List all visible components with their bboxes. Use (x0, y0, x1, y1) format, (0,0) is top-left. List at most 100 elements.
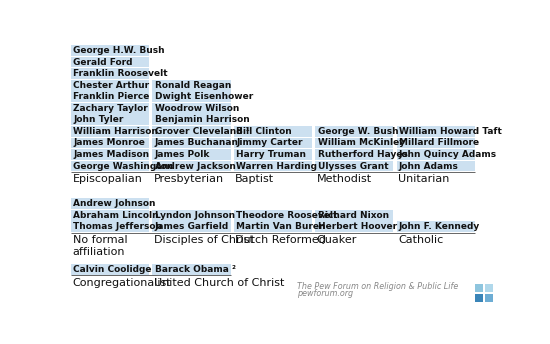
FancyBboxPatch shape (71, 57, 150, 67)
FancyBboxPatch shape (152, 264, 231, 275)
Text: Lyndon Johnson: Lyndon Johnson (155, 211, 235, 220)
FancyBboxPatch shape (71, 198, 150, 209)
Text: Dutch Reformed: Dutch Reformed (235, 235, 326, 245)
Text: Warren Harding: Warren Harding (236, 162, 317, 171)
FancyBboxPatch shape (234, 222, 312, 232)
FancyBboxPatch shape (71, 45, 150, 56)
Text: Chester Arthur: Chester Arthur (73, 81, 150, 90)
FancyBboxPatch shape (315, 126, 393, 137)
Text: No formal
affiliation: No formal affiliation (73, 235, 127, 257)
FancyBboxPatch shape (71, 149, 150, 160)
Text: Jimmy Carter: Jimmy Carter (236, 138, 302, 148)
FancyBboxPatch shape (475, 294, 483, 302)
Text: Martin Van Buren: Martin Van Buren (236, 222, 326, 232)
Text: Herbert Hoover: Herbert Hoover (317, 222, 397, 232)
Text: Methodist: Methodist (317, 174, 372, 184)
Text: James Madison: James Madison (73, 150, 150, 159)
FancyBboxPatch shape (152, 80, 231, 90)
FancyBboxPatch shape (234, 161, 312, 171)
Text: Theodore Roosevelt: Theodore Roosevelt (236, 211, 338, 220)
Text: Benjamin Harrison: Benjamin Harrison (155, 115, 250, 124)
FancyBboxPatch shape (397, 222, 475, 232)
FancyBboxPatch shape (397, 149, 475, 160)
FancyBboxPatch shape (152, 138, 231, 148)
Text: Dwight Eisenhower: Dwight Eisenhower (155, 92, 253, 101)
Text: Presbyterian: Presbyterian (154, 174, 224, 184)
Text: Thomas Jefferson: Thomas Jefferson (73, 222, 162, 232)
Text: United Church of Christ: United Church of Christ (154, 278, 284, 288)
FancyBboxPatch shape (152, 115, 231, 125)
FancyBboxPatch shape (234, 149, 312, 160)
Text: Baptist: Baptist (235, 174, 274, 184)
Text: Woodrow Wilson: Woodrow Wilson (155, 104, 239, 113)
Text: James Garfield: James Garfield (155, 222, 229, 232)
Text: Abraham Lincoln: Abraham Lincoln (73, 211, 159, 220)
FancyBboxPatch shape (152, 210, 231, 221)
FancyBboxPatch shape (71, 222, 150, 232)
Text: Bill Clinton: Bill Clinton (236, 127, 292, 136)
Text: Grover Cleveland ¹: Grover Cleveland ¹ (155, 127, 249, 136)
FancyBboxPatch shape (315, 138, 393, 148)
Text: Franklin Roosevelt: Franklin Roosevelt (73, 69, 168, 78)
FancyBboxPatch shape (152, 161, 231, 171)
FancyBboxPatch shape (234, 210, 312, 221)
Text: Zachary Taylor: Zachary Taylor (73, 104, 148, 113)
Text: Ulysses Grant: Ulysses Grant (317, 162, 388, 171)
Text: Quaker: Quaker (317, 235, 357, 245)
Text: Franklin Pierce: Franklin Pierce (73, 92, 150, 101)
FancyBboxPatch shape (71, 80, 150, 90)
FancyBboxPatch shape (71, 103, 150, 114)
Text: Rutherford Hayes: Rutherford Hayes (317, 150, 408, 159)
FancyBboxPatch shape (315, 222, 393, 232)
Text: pewforum.org: pewforum.org (298, 289, 354, 299)
Text: Andrew Jackson: Andrew Jackson (155, 162, 235, 171)
Text: George Washington: George Washington (73, 162, 174, 171)
FancyBboxPatch shape (397, 161, 475, 171)
FancyBboxPatch shape (71, 210, 150, 221)
Text: Episcopalian: Episcopalian (73, 174, 142, 184)
FancyBboxPatch shape (234, 138, 312, 148)
Text: James Monroe: James Monroe (73, 138, 145, 148)
Text: Richard Nixon: Richard Nixon (317, 211, 389, 220)
Text: William Howard Taft: William Howard Taft (399, 127, 502, 136)
FancyBboxPatch shape (485, 294, 493, 302)
Text: Disciples of Christ: Disciples of Christ (154, 235, 254, 245)
FancyBboxPatch shape (71, 91, 150, 102)
Text: John Adams: John Adams (399, 162, 459, 171)
FancyBboxPatch shape (152, 149, 231, 160)
Text: Calvin Coolidge: Calvin Coolidge (73, 265, 152, 274)
Text: Catholic: Catholic (398, 235, 443, 245)
Text: John F. Kennedy: John F. Kennedy (399, 222, 480, 232)
Text: Gerald Ford: Gerald Ford (73, 57, 133, 67)
Text: Unitarian: Unitarian (398, 174, 449, 184)
FancyBboxPatch shape (71, 264, 150, 275)
FancyBboxPatch shape (315, 149, 393, 160)
Text: John Tyler: John Tyler (73, 115, 124, 124)
FancyBboxPatch shape (152, 126, 231, 137)
Text: Andrew Johnson: Andrew Johnson (73, 199, 156, 208)
Text: Harry Truman: Harry Truman (236, 150, 306, 159)
FancyBboxPatch shape (397, 126, 475, 137)
Text: Congregationalist: Congregationalist (73, 278, 171, 288)
FancyBboxPatch shape (71, 68, 150, 79)
FancyBboxPatch shape (315, 161, 393, 171)
FancyBboxPatch shape (152, 103, 231, 114)
FancyBboxPatch shape (397, 138, 475, 148)
FancyBboxPatch shape (71, 138, 150, 148)
FancyBboxPatch shape (234, 126, 312, 137)
Text: James Buchanan: James Buchanan (155, 138, 239, 148)
FancyBboxPatch shape (71, 161, 150, 171)
Text: John Quincy Adams: John Quincy Adams (399, 150, 497, 159)
Text: George H.W. Bush: George H.W. Bush (73, 46, 165, 55)
Text: William McKinley: William McKinley (317, 138, 405, 148)
Text: Barack Obama ²: Barack Obama ² (155, 265, 236, 274)
FancyBboxPatch shape (71, 115, 150, 125)
Text: James Polk: James Polk (155, 150, 210, 159)
FancyBboxPatch shape (152, 91, 231, 102)
Text: George W. Bush: George W. Bush (317, 127, 398, 136)
FancyBboxPatch shape (152, 222, 231, 232)
FancyBboxPatch shape (485, 284, 493, 292)
FancyBboxPatch shape (71, 126, 150, 137)
FancyBboxPatch shape (475, 284, 483, 292)
Text: The Pew Forum on Religion & Public Life: The Pew Forum on Religion & Public Life (298, 282, 459, 291)
